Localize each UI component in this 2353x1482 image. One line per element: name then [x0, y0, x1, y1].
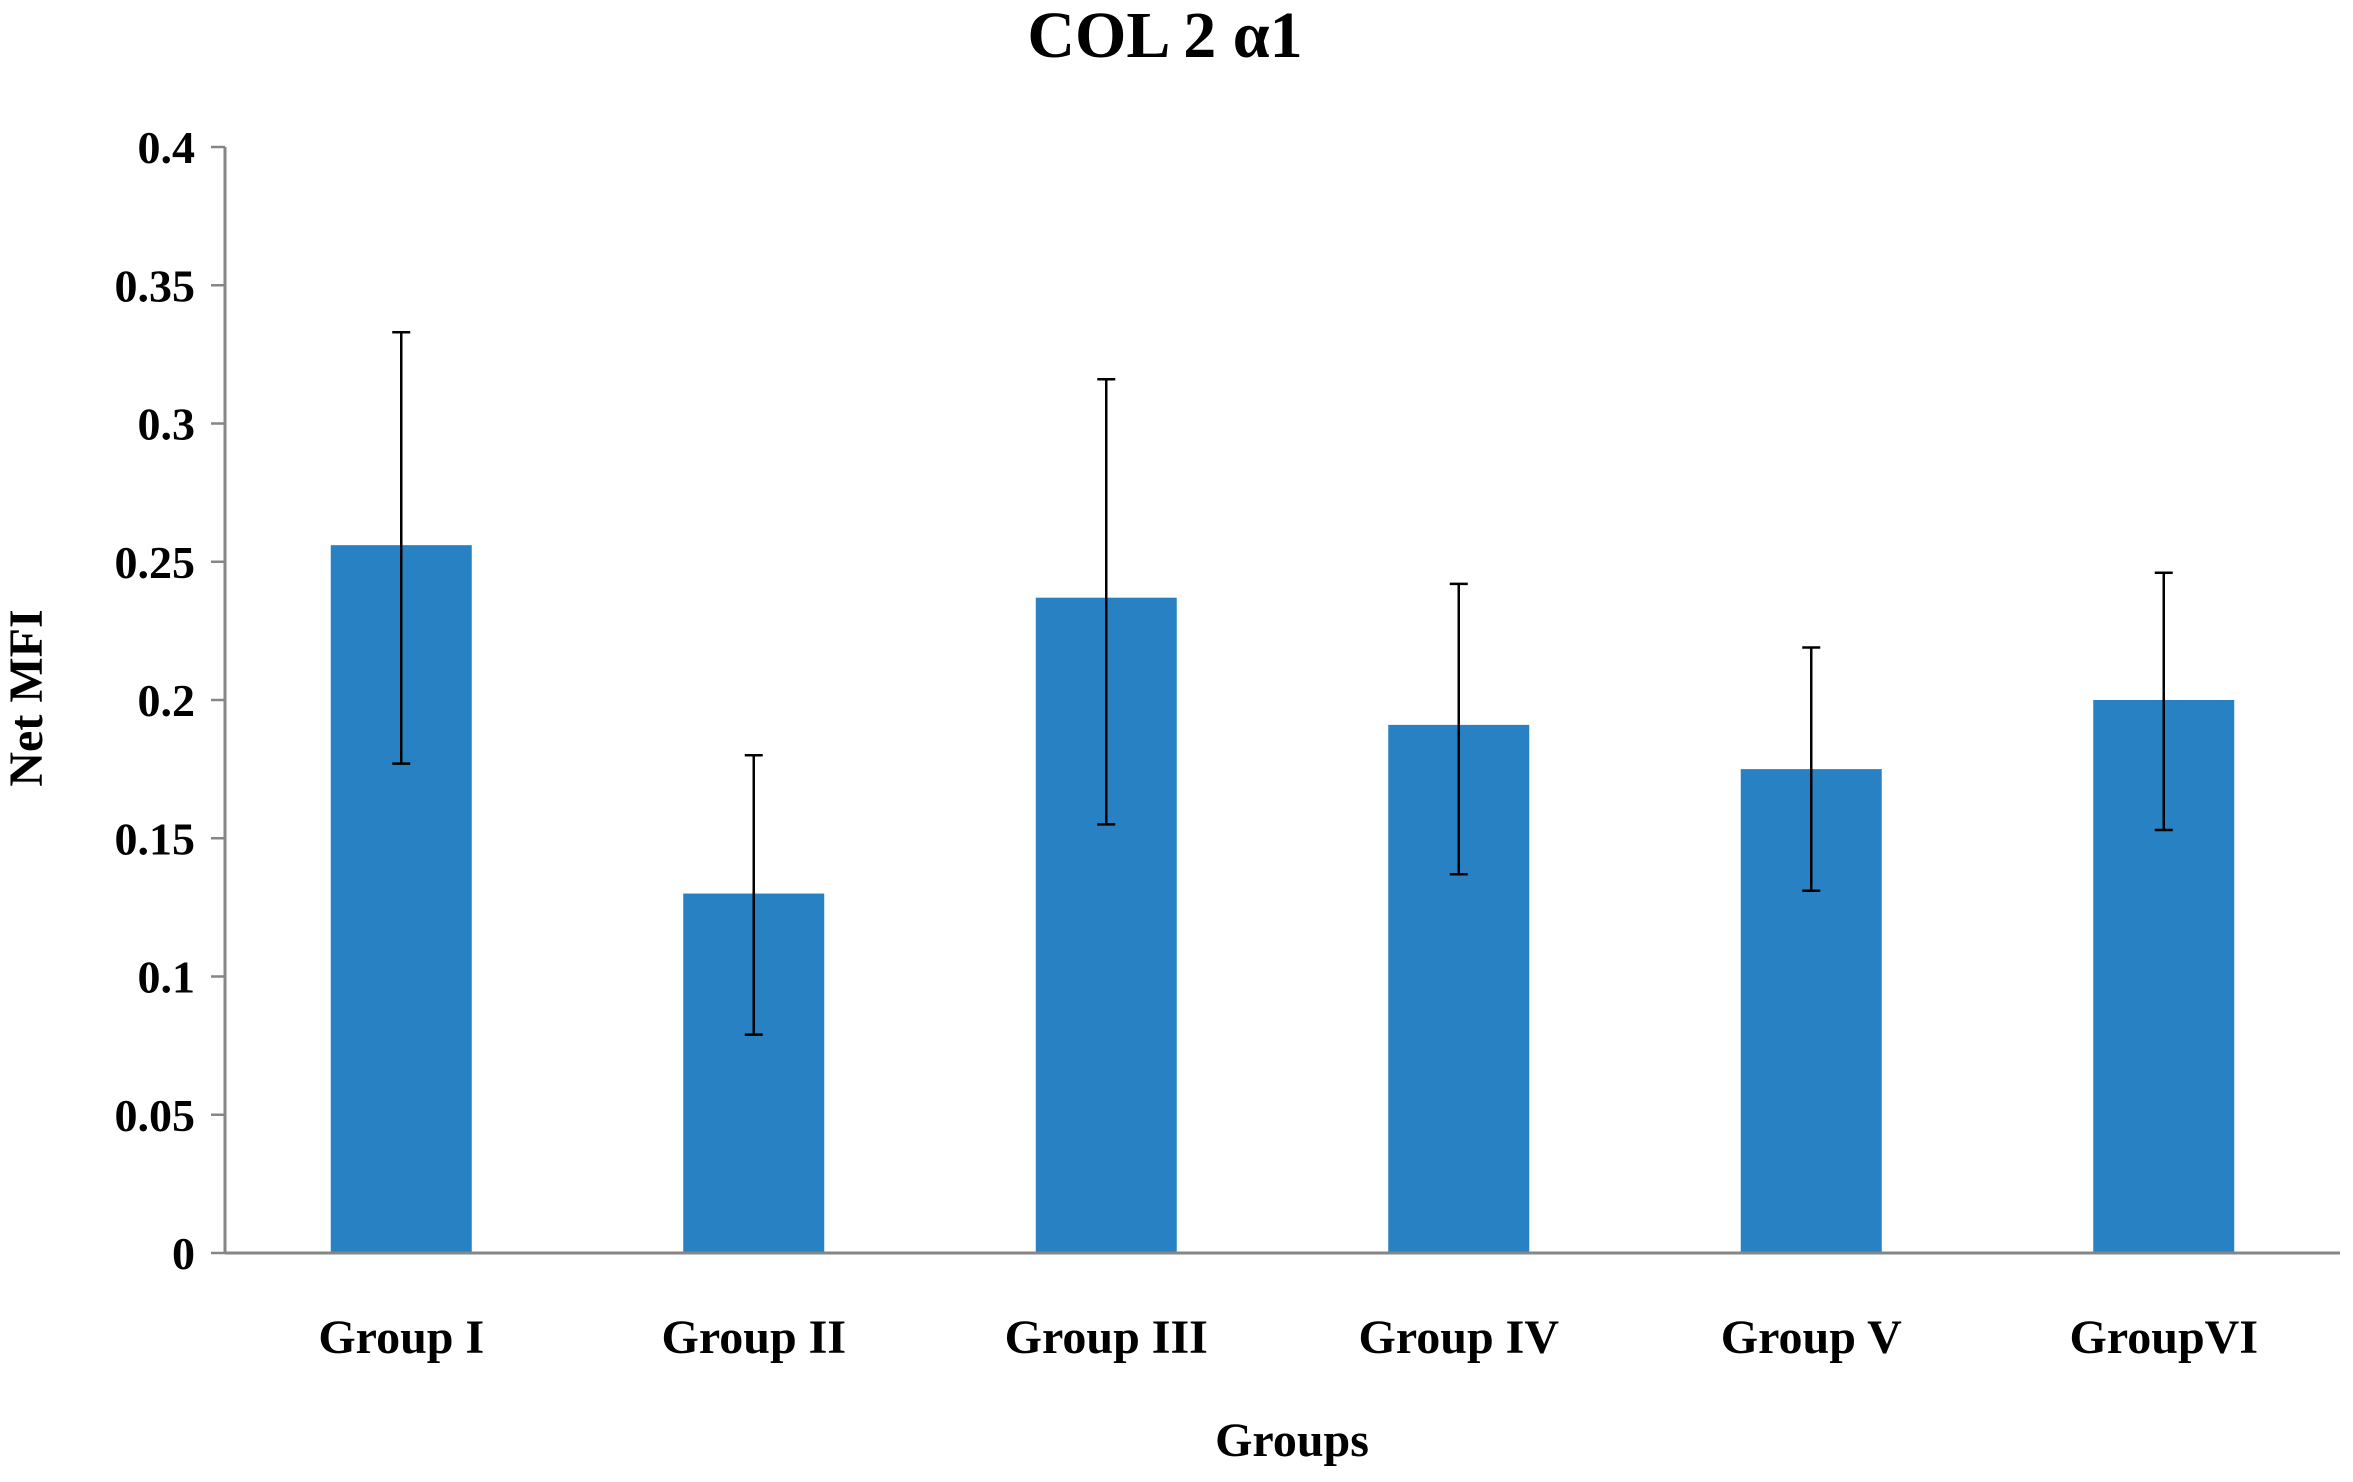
y-tick-label: 0.2: [138, 675, 196, 726]
y-axis-title: Net MFI: [0, 609, 53, 786]
y-axis-ticks: 0 0.05 0.1 0.15 0.2 0.25 0.3 0.35 0.4: [115, 122, 225, 1279]
error-bars-layer: [392, 331, 2173, 1036]
y-tick-label: 0.3: [138, 399, 196, 450]
y-tick-label: 0.35: [115, 260, 196, 311]
x-category-label: Group I: [318, 1311, 484, 1364]
y-tick-label: 0: [172, 1228, 195, 1279]
category-labels: Group I Group II Group III Group IV Group V G…: [318, 1311, 2258, 1364]
bars-layer: [330, 545, 2235, 1253]
x-category-label: Group III: [1005, 1311, 1208, 1364]
y-tick-label: 0.05: [115, 1090, 196, 1141]
x-category-label: Group V: [1721, 1311, 1902, 1364]
y-tick-label: 0.1: [138, 952, 196, 1003]
x-axis-title: Groups: [1215, 1414, 1369, 1467]
chart-title: COL 2 α1: [1027, 0, 1302, 72]
axes-layer: [223, 147, 2340, 1255]
x-category-label: GroupVI: [2069, 1311, 2258, 1364]
y-tick-label: 0.15: [115, 813, 196, 864]
y-tick-label: 0.25: [115, 537, 196, 588]
x-category-label: Group IV: [1358, 1311, 1559, 1364]
x-category-label: Group II: [661, 1311, 846, 1364]
y-tick-label: 0.4: [138, 122, 196, 173]
